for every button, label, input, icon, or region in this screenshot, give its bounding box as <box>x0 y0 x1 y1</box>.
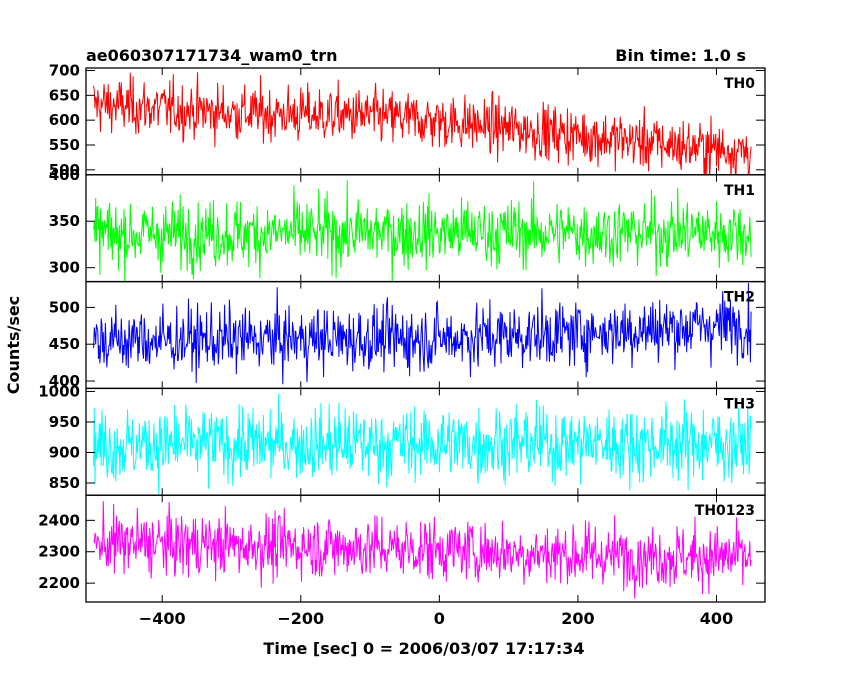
panel-th0123: 2200 2300 2400 TH0123 <box>38 494 766 603</box>
chart-title: ae060307171734_wam0_trn <box>86 46 338 65</box>
y-tick-label: 400 <box>49 166 80 184</box>
y-tick-label: 500 <box>49 161 80 179</box>
x-axis: −400 −200 0 200 400 <box>139 609 733 628</box>
legend-label-th3: TH3 <box>724 396 755 412</box>
x-tick-label: 0 <box>434 609 445 628</box>
y-tick-label: 300 <box>49 259 80 277</box>
series-line-th2 <box>93 282 752 385</box>
panel-th3: 850 900 950 1000 TH3 <box>38 382 766 496</box>
y-tick-label: 850 <box>49 474 80 492</box>
legend-label-th0123: TH0123 <box>695 503 755 519</box>
panel-th1: 300 350 400 TH1 <box>49 166 766 283</box>
legend-label-th0: TH0 <box>724 76 755 92</box>
bin-time-label: Bin time: 1.0 s <box>615 46 746 65</box>
panels-group: 500 550 600 650 700 TH0 300 350 400 TH1 400 450 500 T… <box>38 61 766 603</box>
x-tick-label: −400 <box>139 609 186 628</box>
panel-frame <box>85 494 766 603</box>
legend-label-th2: TH2 <box>724 290 755 306</box>
y-tick-label: 400 <box>49 372 80 390</box>
y-tick-label: 900 <box>49 443 80 461</box>
panel-th0: 500 550 600 650 700 TH0 <box>49 61 766 179</box>
y-tick-label: 550 <box>49 136 80 154</box>
x-tick-label: 400 <box>700 609 733 628</box>
y-axis-label: Counts/sec <box>4 296 23 394</box>
y-tick-label: 700 <box>49 61 80 79</box>
y-tick-label: 950 <box>49 413 80 431</box>
x-tick-label: −200 <box>277 609 324 628</box>
y-tick-label: 2300 <box>38 543 80 561</box>
y-tick-label: 1000 <box>38 382 80 400</box>
y-tick-label: 2400 <box>38 511 80 529</box>
y-tick-label: 600 <box>49 111 80 129</box>
y-tick-label: 500 <box>49 298 80 316</box>
series-line-th1 <box>93 180 752 282</box>
y-tick-label: 450 <box>49 335 80 353</box>
y-tick-label: 350 <box>49 212 80 230</box>
series-line-th0 <box>93 72 752 175</box>
x-tick-label: 200 <box>561 609 594 628</box>
legend-label-th1: TH1 <box>724 183 755 199</box>
series-line-th3 <box>93 393 752 496</box>
panel-th2: 400 450 500 TH2 <box>49 280 766 390</box>
series-line-th0123 <box>93 501 752 599</box>
y-tick-label: 650 <box>49 86 80 104</box>
y-tick-label: 2200 <box>38 574 80 592</box>
x-axis-label: Time [sec] 0 = 2006/03/07 17:17:34 <box>263 639 584 658</box>
